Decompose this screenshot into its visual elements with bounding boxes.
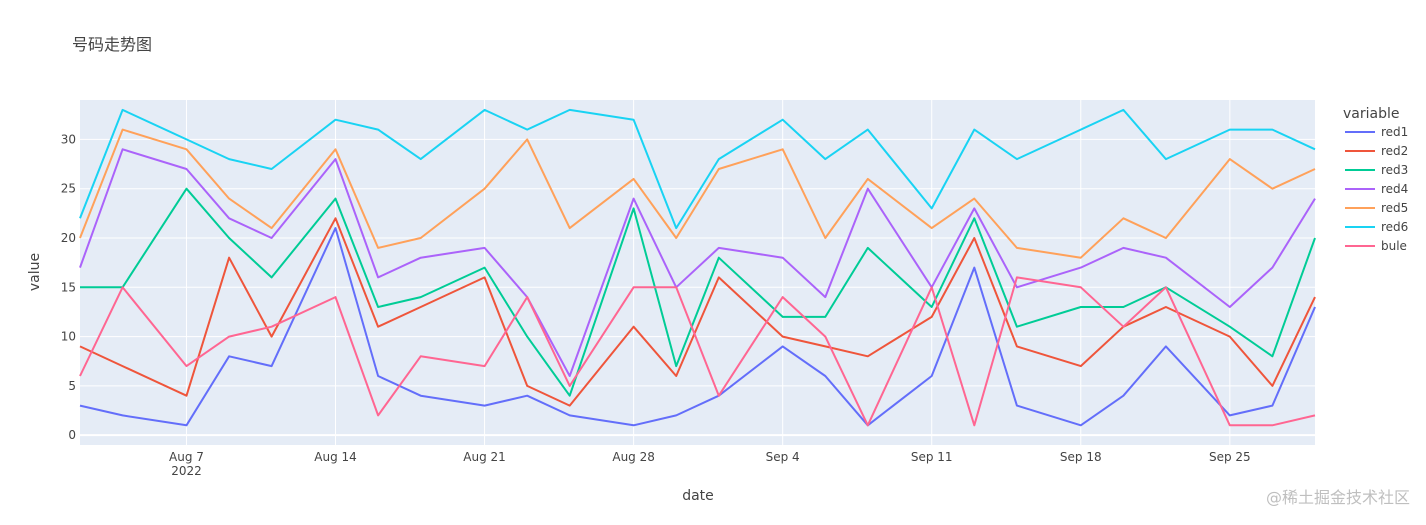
series-line-red4[interactable] xyxy=(79,148,1316,377)
x-tick-label: Aug 14 xyxy=(314,450,357,464)
x-tick-label: Aug 21 xyxy=(463,450,506,464)
y-tick-label: 15 xyxy=(61,280,76,294)
legend-item-red1[interactable]: red1 xyxy=(1345,125,1408,139)
legend[interactable]: variable red1 red2 red3 red4 red5 red6 bule xyxy=(1343,106,1408,253)
legend-label: red4 xyxy=(1381,182,1408,196)
x-tick-label: Aug 7 xyxy=(169,450,204,464)
legend-item-bule[interactable]: bule xyxy=(1345,239,1407,253)
x-tick-sublabel: 2022 xyxy=(171,464,202,478)
legend-item-red5[interactable]: red5 xyxy=(1345,201,1408,215)
legend-item-red6[interactable]: red6 xyxy=(1345,220,1408,234)
series-line-bule[interactable] xyxy=(79,276,1316,427)
legend-title: variable xyxy=(1343,106,1399,122)
legend-label: bule xyxy=(1381,239,1407,253)
legend-label: red6 xyxy=(1381,220,1408,234)
series-line-red3[interactable] xyxy=(80,187,1316,397)
legend-item-red3[interactable]: red3 xyxy=(1345,163,1408,177)
x-tick-label: Aug 28 xyxy=(612,450,655,464)
y-tick-label: 10 xyxy=(61,330,76,344)
chart-title: 号码走势图 xyxy=(72,35,152,54)
y-tick-label: 20 xyxy=(61,231,76,245)
y-tick-labels: 0 5 10 15 20 25 30 xyxy=(61,132,76,442)
x-tick-label: Sep 25 xyxy=(1209,450,1251,464)
series-line-red2[interactable] xyxy=(79,217,1316,407)
legend-item-red4[interactable]: red4 xyxy=(1345,182,1408,196)
series-lines xyxy=(79,108,1316,427)
legend-item-red2[interactable]: red2 xyxy=(1345,144,1408,158)
legend-label: red2 xyxy=(1381,144,1408,158)
x-axis-title: date xyxy=(682,488,714,504)
series-line-red1[interactable] xyxy=(79,227,1316,427)
y-tick-label: 25 xyxy=(61,182,76,196)
series-line-red6[interactable] xyxy=(79,108,1316,230)
y-tick-label: 5 xyxy=(68,379,76,393)
watermark: @稀土掘金技术社区 xyxy=(1266,488,1410,507)
x-gridlines xyxy=(185,100,1231,445)
series-line-red5[interactable] xyxy=(79,128,1316,259)
legend-label: red5 xyxy=(1381,201,1408,215)
x-tick-label: Sep 11 xyxy=(911,450,953,464)
y-tick-label: 30 xyxy=(61,132,76,146)
x-tick-label: Sep 18 xyxy=(1060,450,1102,464)
x-tick-label: Sep 4 xyxy=(766,450,800,464)
legend-label: red1 xyxy=(1381,125,1408,139)
y-axis-title: value xyxy=(27,253,43,291)
legend-label: red3 xyxy=(1381,163,1408,177)
y-tick-label: 0 xyxy=(68,428,76,442)
